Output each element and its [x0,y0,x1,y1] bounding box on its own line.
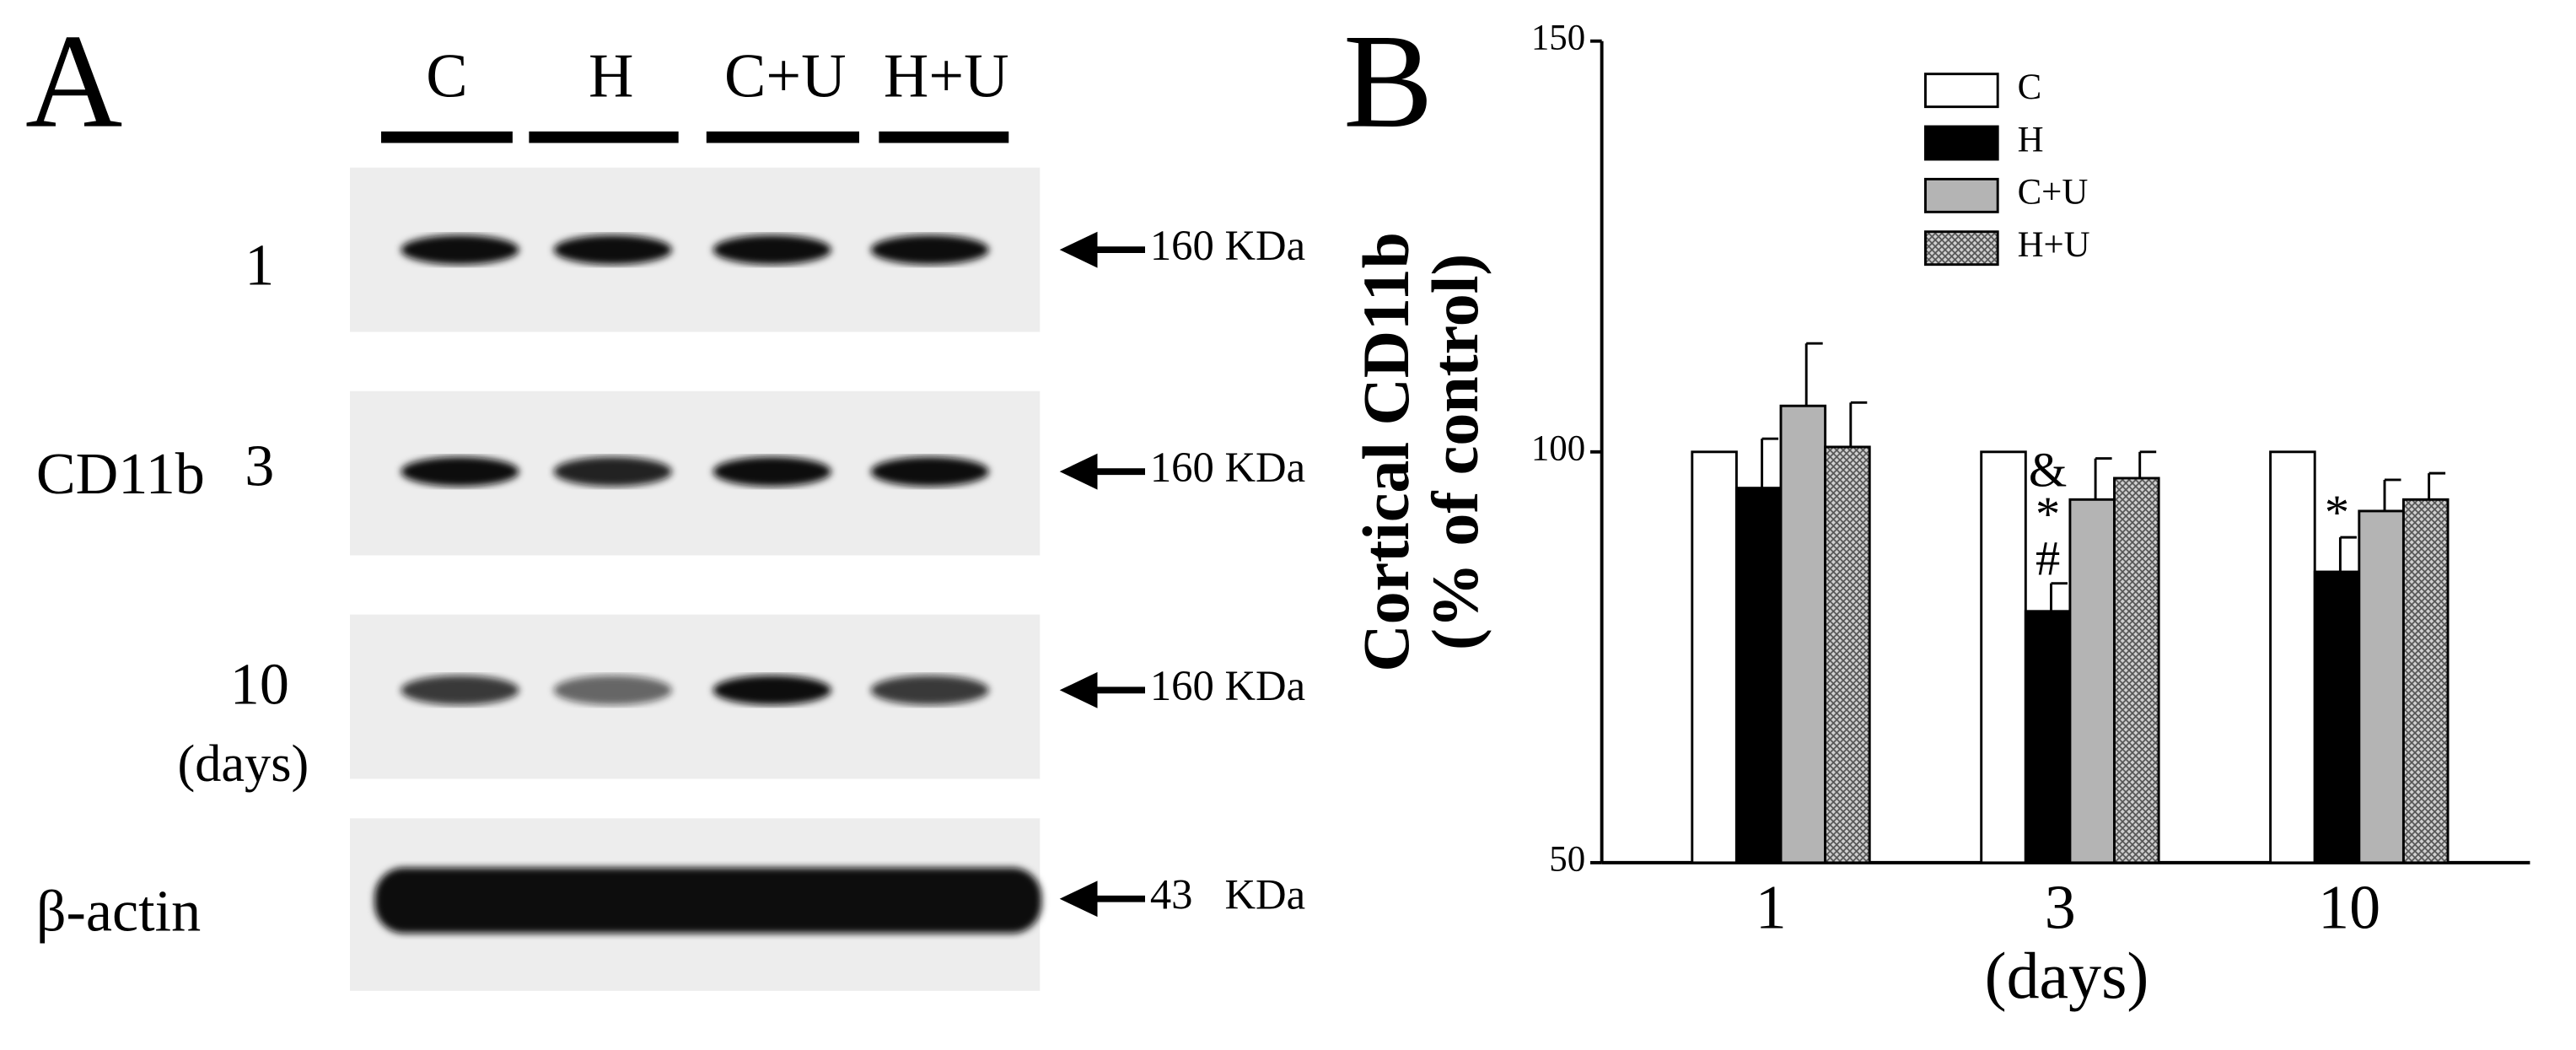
group-label: CD11b [36,441,205,507]
panel-label: A [25,7,122,156]
protein-band [713,675,831,705]
y-axis-title-line: Cortical CD11b [1350,232,1422,672]
bar [2113,477,2160,864]
lane-underline [381,131,513,143]
x-tick-label: 10 [2318,873,2380,942]
legend-swatch [1923,73,1999,109]
lane-label: C+U [724,41,847,110]
legend-label: C+U [2018,173,2089,213]
significance-mark: & [2029,442,2067,497]
bar [2401,498,2450,864]
lane-label: C [426,41,467,110]
lane-underline [529,131,679,143]
lane-underline [706,131,859,143]
bar [1734,487,1783,864]
bar [1779,404,1827,864]
panel-label: B [1343,7,1433,156]
protein-band [870,456,989,487]
bar [2358,509,2405,864]
y-axis-title: Cortical CD11b(% of control) [1350,232,1492,672]
x-tick-label: 3 [2045,873,2076,942]
protein-band [401,456,519,487]
protein-band [870,234,989,265]
legend-label: H [2018,120,2044,159]
protein-band [870,675,989,705]
marker-label: 160 KDa [1150,222,1305,269]
significance-mark: * [2325,485,2349,540]
lane-label: H [589,41,633,110]
bar [2068,498,2116,864]
arrow-head [1059,453,1098,490]
protein-band [553,234,672,265]
row-label: β-actin [36,878,201,944]
significance-mark: * [2036,487,2060,541]
legend-label: C [2018,67,2042,107]
bar [2024,610,2072,864]
y-tick-label: 100 [1531,429,1585,469]
arrow-head [1059,880,1098,918]
legend-swatch [1923,125,1999,161]
marker-label: 43 KDa [1150,870,1305,918]
protein-band [713,456,831,487]
protein-band [713,234,831,265]
y-tick-label: 50 [1549,840,1585,880]
legend-swatch [1923,230,1999,267]
row-label: 1 [245,233,274,299]
significance-mark: # [2036,531,2060,586]
bar [1824,445,1871,864]
x-axis-title: (days) [1985,940,2149,1012]
arrow-head [1059,231,1098,268]
bar [2313,570,2361,864]
protein-band [401,234,519,265]
protein-band [553,675,672,705]
days-label: (days) [177,735,309,793]
protein-band [553,456,672,487]
lane-underline [879,131,1009,143]
western-blot: C H C+U H+U 1 160 KDa 3 160 KDa 10 160 KDa CD11b (d… [36,41,1305,991]
bar [1691,450,1738,864]
bar [2269,450,2316,864]
marker-label: 160 KDa [1150,444,1305,491]
row-label: 3 [245,433,274,498]
legend-label: H+U [2018,225,2090,265]
row-label: 10 [230,651,289,717]
actin-band [374,867,1042,934]
bar [1980,450,2027,864]
arrow-head [1059,671,1098,708]
lane-label: H+U [884,41,1009,110]
protein-band [401,675,519,705]
marker-label: 160 KDa [1150,662,1305,709]
x-tick-label: 1 [1756,873,1787,942]
legend-swatch [1923,177,1999,213]
y-tick-label: 150 [1531,19,1585,58]
y-axis-title-line: (% of control) [1419,254,1492,650]
